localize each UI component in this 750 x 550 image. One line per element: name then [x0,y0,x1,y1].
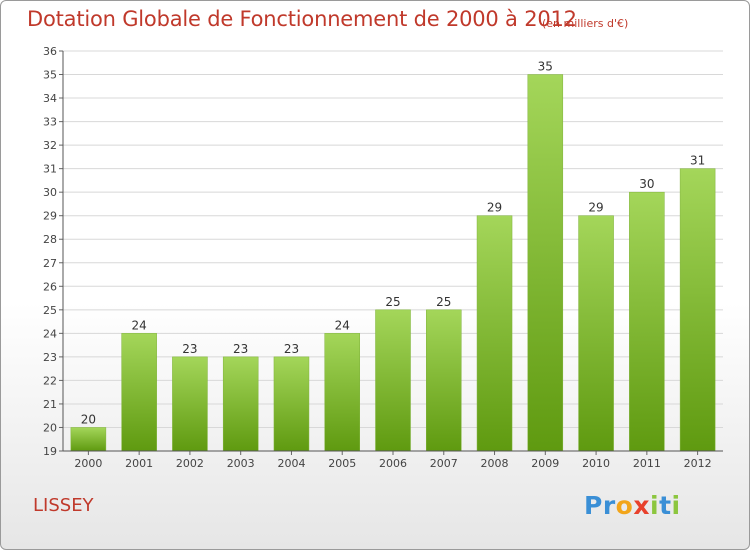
y-tick-label: 23 [43,351,57,364]
y-tick-label: 34 [43,92,57,105]
bar-2004 [273,356,310,452]
bars [70,74,716,452]
logo-letter: i [650,491,660,520]
y-tick-label: 25 [43,304,57,317]
y-axis-ticks: 19 20 21 22 23 24 25 26 27 28 29 30 31 32 33 34 35 36 [43,45,63,458]
logo-letter: P [584,491,603,520]
logo-letter: t [659,491,672,520]
y-tick-label: 33 [43,116,57,129]
bar-2001 [121,333,157,452]
logo-letter: i [671,491,681,520]
bar-2005 [324,333,360,452]
x-tick-label: 2004 [277,457,305,470]
data-label: 23 [284,342,299,356]
bar-2006 [375,309,411,452]
y-tick-label: 30 [43,186,57,199]
logo-letter: o [615,491,634,520]
bar-2010 [578,215,614,452]
x-axis-ticks: 2000 2001 2002 2003 2004 2005 2006 2007 2008 2009… [74,451,712,470]
data-label: 25 [385,295,400,309]
x-tick-label: 2005 [328,457,356,470]
y-tick-label: 24 [43,327,57,340]
x-tick-label: 2000 [74,457,102,470]
y-tick-label: 19 [43,445,57,458]
bar-2007 [426,309,462,452]
data-label: 23 [233,342,248,356]
x-tick-label: 2001 [125,457,153,470]
data-label: 24 [132,318,147,332]
data-label: 24 [335,318,350,332]
data-label: 20 [81,412,96,426]
y-tick-label: 28 [43,233,57,246]
proxiti-logo[interactable]: Proxiti [584,491,681,520]
bar-2000 [70,427,107,452]
chart-title: Dotation Globale de Fonctionnement de 20… [27,7,577,31]
x-tick-label: 2011 [633,457,661,470]
x-tick-label: 2009 [531,457,559,470]
bar-2009 [527,74,564,452]
data-label: 31 [690,154,705,168]
y-tick-label: 21 [43,398,57,411]
y-tick-label: 35 [43,69,57,82]
x-tick-label: 2012 [684,457,712,470]
y-tick-label: 29 [43,210,57,223]
y-tick-label: 31 [43,163,57,176]
data-label: 30 [639,177,654,191]
bar-2003 [222,356,259,452]
bar-2012 [679,168,716,452]
data-label: 29 [487,201,502,215]
y-tick-label: 22 [43,374,57,387]
x-tick-label: 2003 [227,457,255,470]
data-label: 23 [182,342,197,356]
data-label: 29 [588,201,603,215]
bar-2008 [476,215,513,452]
y-tick-label: 32 [43,139,57,152]
data-labels: 20 24 23 23 23 24 25 25 29 35 29 30 31 [81,60,706,427]
commune-name: LISSEY [33,495,94,516]
y-tick-label: 36 [43,45,57,58]
x-tick-label: 2008 [481,457,509,470]
chart-subtitle: (en milliers d'€) [542,17,629,30]
x-tick-label: 2002 [176,457,204,470]
logo-letter: r [602,491,616,520]
y-tick-label: 26 [43,280,57,293]
x-tick-label: 2010 [582,457,610,470]
bar-2011 [629,191,665,452]
data-label: 25 [436,295,451,309]
y-tick-label: 27 [43,257,57,270]
bar-2002 [172,356,208,452]
x-tick-label: 2006 [379,457,407,470]
y-tick-label: 20 [43,421,57,434]
x-tick-label: 2007 [430,457,458,470]
logo-letter: x [633,491,650,520]
data-label: 35 [538,60,553,74]
